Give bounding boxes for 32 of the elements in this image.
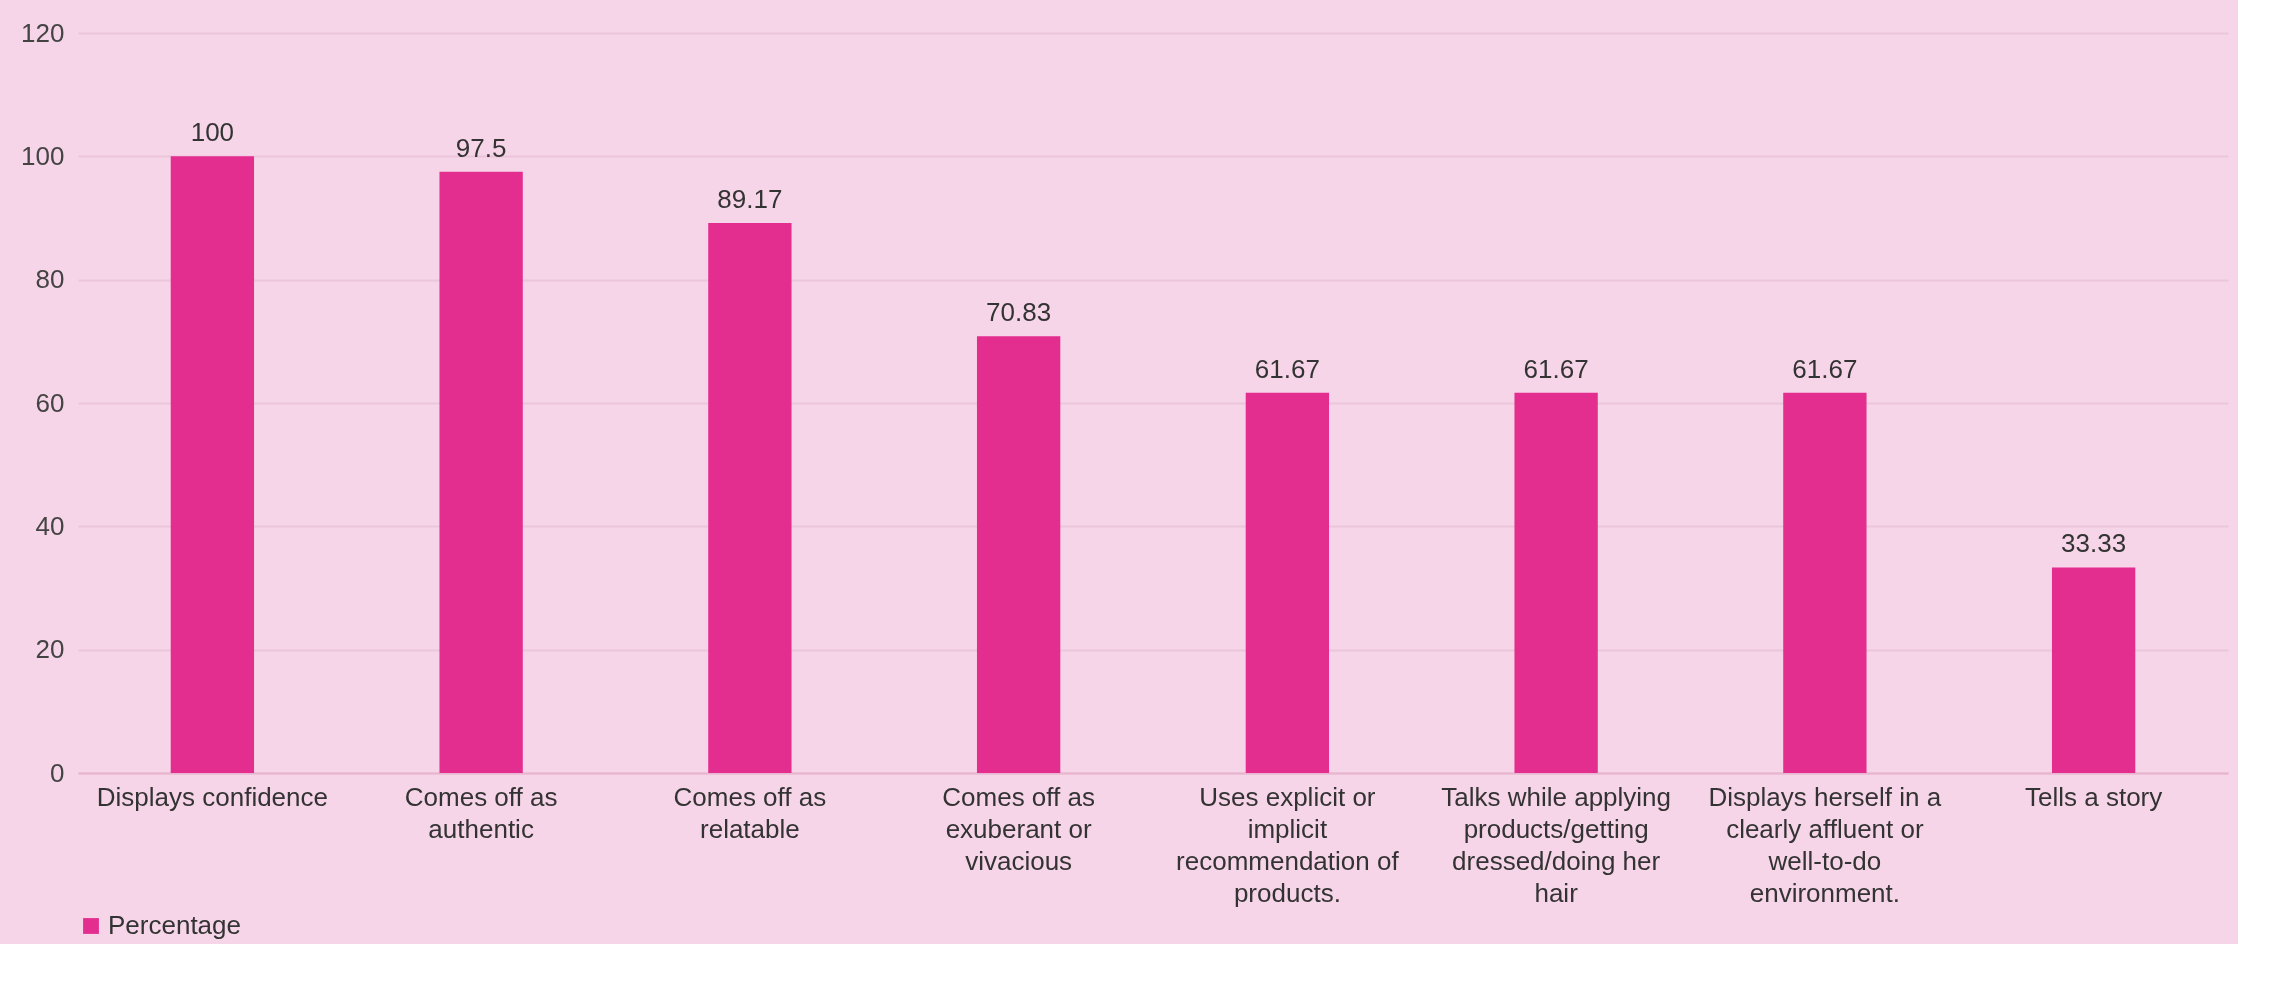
x-tick-label: Talks while applying products/getting dressed/doing her hair bbox=[1441, 782, 1672, 908]
data-label: 61.67 bbox=[1254, 353, 1320, 384]
bar bbox=[1245, 392, 1330, 773]
bar bbox=[1514, 392, 1598, 773]
y-tick-label: 0 bbox=[50, 757, 65, 788]
y-tick-label: 100 bbox=[21, 140, 65, 171]
data-label: 33.33 bbox=[2061, 528, 2127, 559]
bar bbox=[439, 171, 523, 773]
bar bbox=[1783, 392, 1867, 773]
y-tick-label: 120 bbox=[21, 17, 65, 48]
x-tick-label: Comes off as authentic bbox=[404, 782, 558, 844]
x-tick-label: Comes off as relatable bbox=[673, 782, 827, 844]
y-tick-label: 40 bbox=[35, 510, 65, 541]
data-label: 100 bbox=[190, 117, 235, 148]
bar bbox=[976, 336, 1061, 773]
data-label: 61.67 bbox=[1523, 353, 1589, 384]
x-tick-label: Tells a story bbox=[2024, 782, 2163, 812]
y-tick-label: 60 bbox=[35, 387, 65, 418]
x-tick-label: Uses explicit or implicit recommendation of products. bbox=[1176, 782, 1400, 908]
data-label: 89.17 bbox=[717, 184, 783, 215]
y-tick-label: 80 bbox=[35, 264, 65, 295]
data-label: 61.67 bbox=[1792, 353, 1858, 384]
x-tick-label: Displays confidence bbox=[96, 782, 328, 812]
x-tick-label: Comes off as exuberant or vivacious bbox=[942, 782, 1095, 876]
data-label: 70.83 bbox=[986, 297, 1052, 328]
x-tick-label: Displays herself in a clearly affluent or well-to-do environment. bbox=[1708, 782, 1942, 908]
y-tick-label: 20 bbox=[35, 634, 65, 665]
legend-label: Percentage bbox=[108, 910, 241, 940]
data-label: 97.5 bbox=[455, 132, 507, 163]
bar bbox=[170, 156, 255, 773]
bar bbox=[2051, 567, 2136, 773]
bar bbox=[708, 223, 792, 773]
